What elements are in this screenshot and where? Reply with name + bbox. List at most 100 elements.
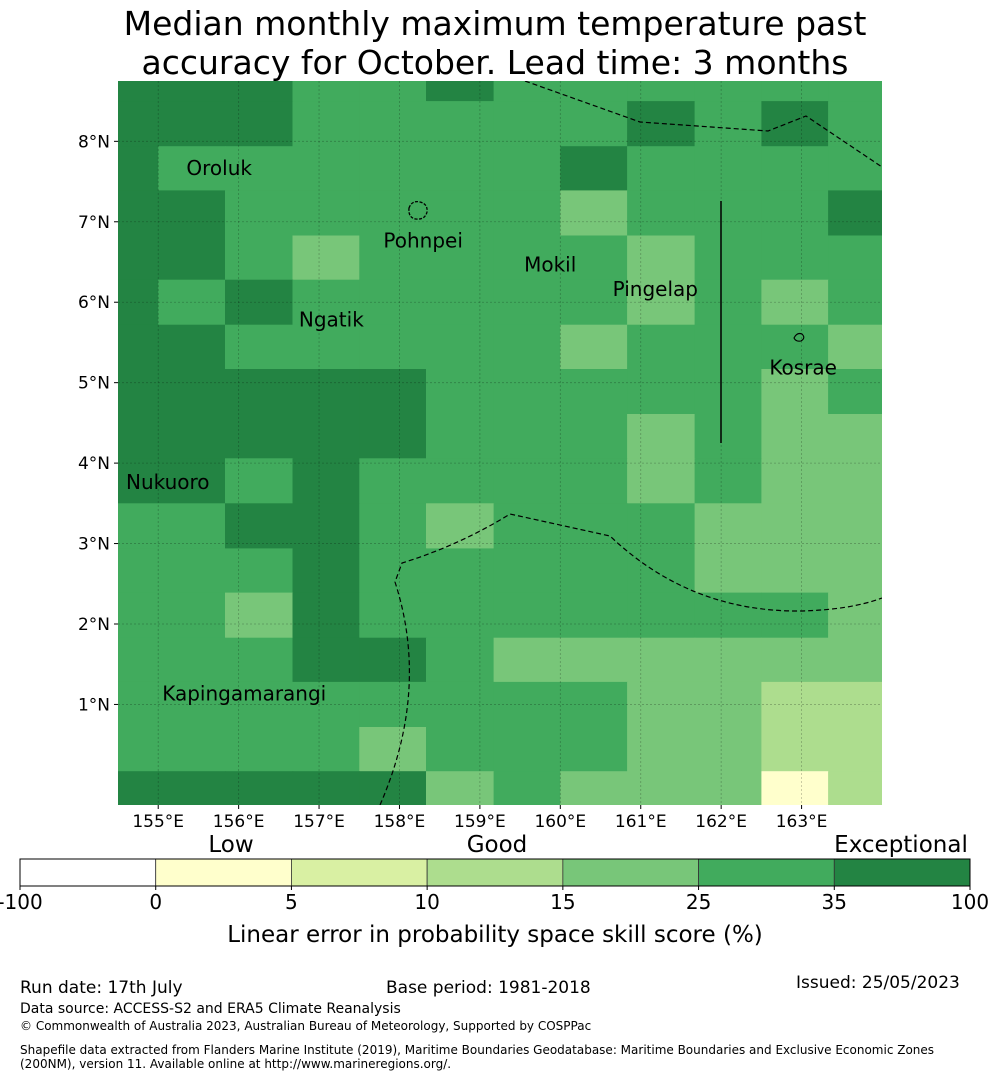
skill-cell [761,458,829,504]
skill-cell [694,727,762,772]
skill-cell [694,235,762,281]
skill-cell [292,324,360,370]
lat-tick-label: 1°N [78,695,110,715]
skill-cell [828,146,882,191]
colorbar-tick-label: 10 [414,890,439,914]
island-outlines [408,200,805,342]
lat-tick-label: 7°N [78,213,110,233]
skill-cell [828,548,882,594]
skill-cell [828,101,882,147]
skill-cell [493,592,561,639]
skill-cell [158,190,226,236]
skill-cell [225,324,294,370]
skill-cell [493,101,561,147]
skill-cell [292,81,360,102]
skill-cell [292,279,360,326]
skill-cell [225,771,294,805]
skill-cell [426,771,495,805]
skill-cell [694,681,762,728]
skill-cell [694,458,762,504]
place-labels: Oroluk Pohnpei Mokil Pingelap Ngatik Kosrae Nu… [126,156,837,705]
skill-cell [560,81,628,102]
skill-cell [627,414,696,459]
skill-cell [225,190,294,236]
skill-cell [359,637,427,683]
skill-cell [761,81,829,102]
skill-cell [158,101,226,147]
skill-cell [627,458,696,504]
lon-tick-label: 156°E [213,812,265,832]
skill-cell [158,414,226,459]
skill-cell [225,503,294,549]
graticule [118,81,882,805]
skill-cell [493,414,561,459]
skill-cell [426,548,495,594]
skill-cell [828,681,882,728]
skill-cell [493,548,561,594]
skill-cell [761,592,829,639]
skill-cell [828,279,882,326]
skill-cell [761,727,829,772]
skill-cell [560,146,628,191]
skill-cell [118,771,159,805]
colorbar-tick-label: -100 [0,890,43,914]
skill-cell [359,548,427,594]
skill-cell [493,146,561,191]
colorbar-title: Linear error in probability space skill … [227,922,763,948]
skill-cell [828,190,882,236]
skill-cell [359,771,427,805]
skill-cell [560,681,628,728]
skill-cell [158,503,226,549]
skill-cell [627,637,696,683]
skill-cell [627,146,696,191]
skill-cell [694,548,762,594]
colorbar-swatch [698,858,835,887]
pohnpei-outline [408,200,428,220]
skill-cell [426,146,495,191]
skill-cell [426,727,495,772]
skill-cell [426,458,495,504]
skill-cell [118,592,159,639]
skill-cell [426,414,495,459]
skill-cell [292,101,360,147]
skill-cell [560,771,628,805]
skill-cell [426,324,495,370]
skill-cell [118,369,159,415]
map-axes: 155°E 156°E 157°E 158°E 159°E 160°E 161°E 162°E… [78,132,827,832]
skill-cell [761,190,829,236]
skill-cell [359,235,427,281]
skill-cell [359,458,427,504]
skill-cell [828,771,882,805]
skill-cell [493,771,561,805]
skill-cell [292,503,360,549]
skill-cell [694,146,762,191]
skill-cell [426,681,495,728]
skill-cell [426,81,495,102]
skill-cell [359,101,427,147]
skill-cell [225,727,294,772]
skill-cell [694,190,762,236]
skill-cell [292,548,360,594]
lat-tick-label: 2°N [78,615,110,635]
skill-cell [828,458,882,504]
skill-cell [158,771,226,805]
skill-cell [761,369,829,415]
skill-cell [225,369,294,415]
skill-cell [761,235,829,281]
skill-cell [359,324,427,370]
skill-cell [694,101,762,147]
skill-cell [828,235,882,281]
colorbar-category-label: Exceptional [834,832,968,858]
eez-boundaries [379,81,882,805]
data-source: Data source: ACCESS-S2 and ERA5 Climate … [20,1001,401,1017]
skill-cell [761,637,829,683]
skill-cell [761,414,829,459]
skill-cell [828,81,882,102]
colorbar-swatch [291,858,428,887]
place-label: Ngatik [299,307,364,331]
skill-cell [359,503,427,549]
skill-cell [118,101,159,147]
colorbar-swatch [19,858,157,887]
skill-cell [828,637,882,683]
skill-grid [118,81,882,805]
